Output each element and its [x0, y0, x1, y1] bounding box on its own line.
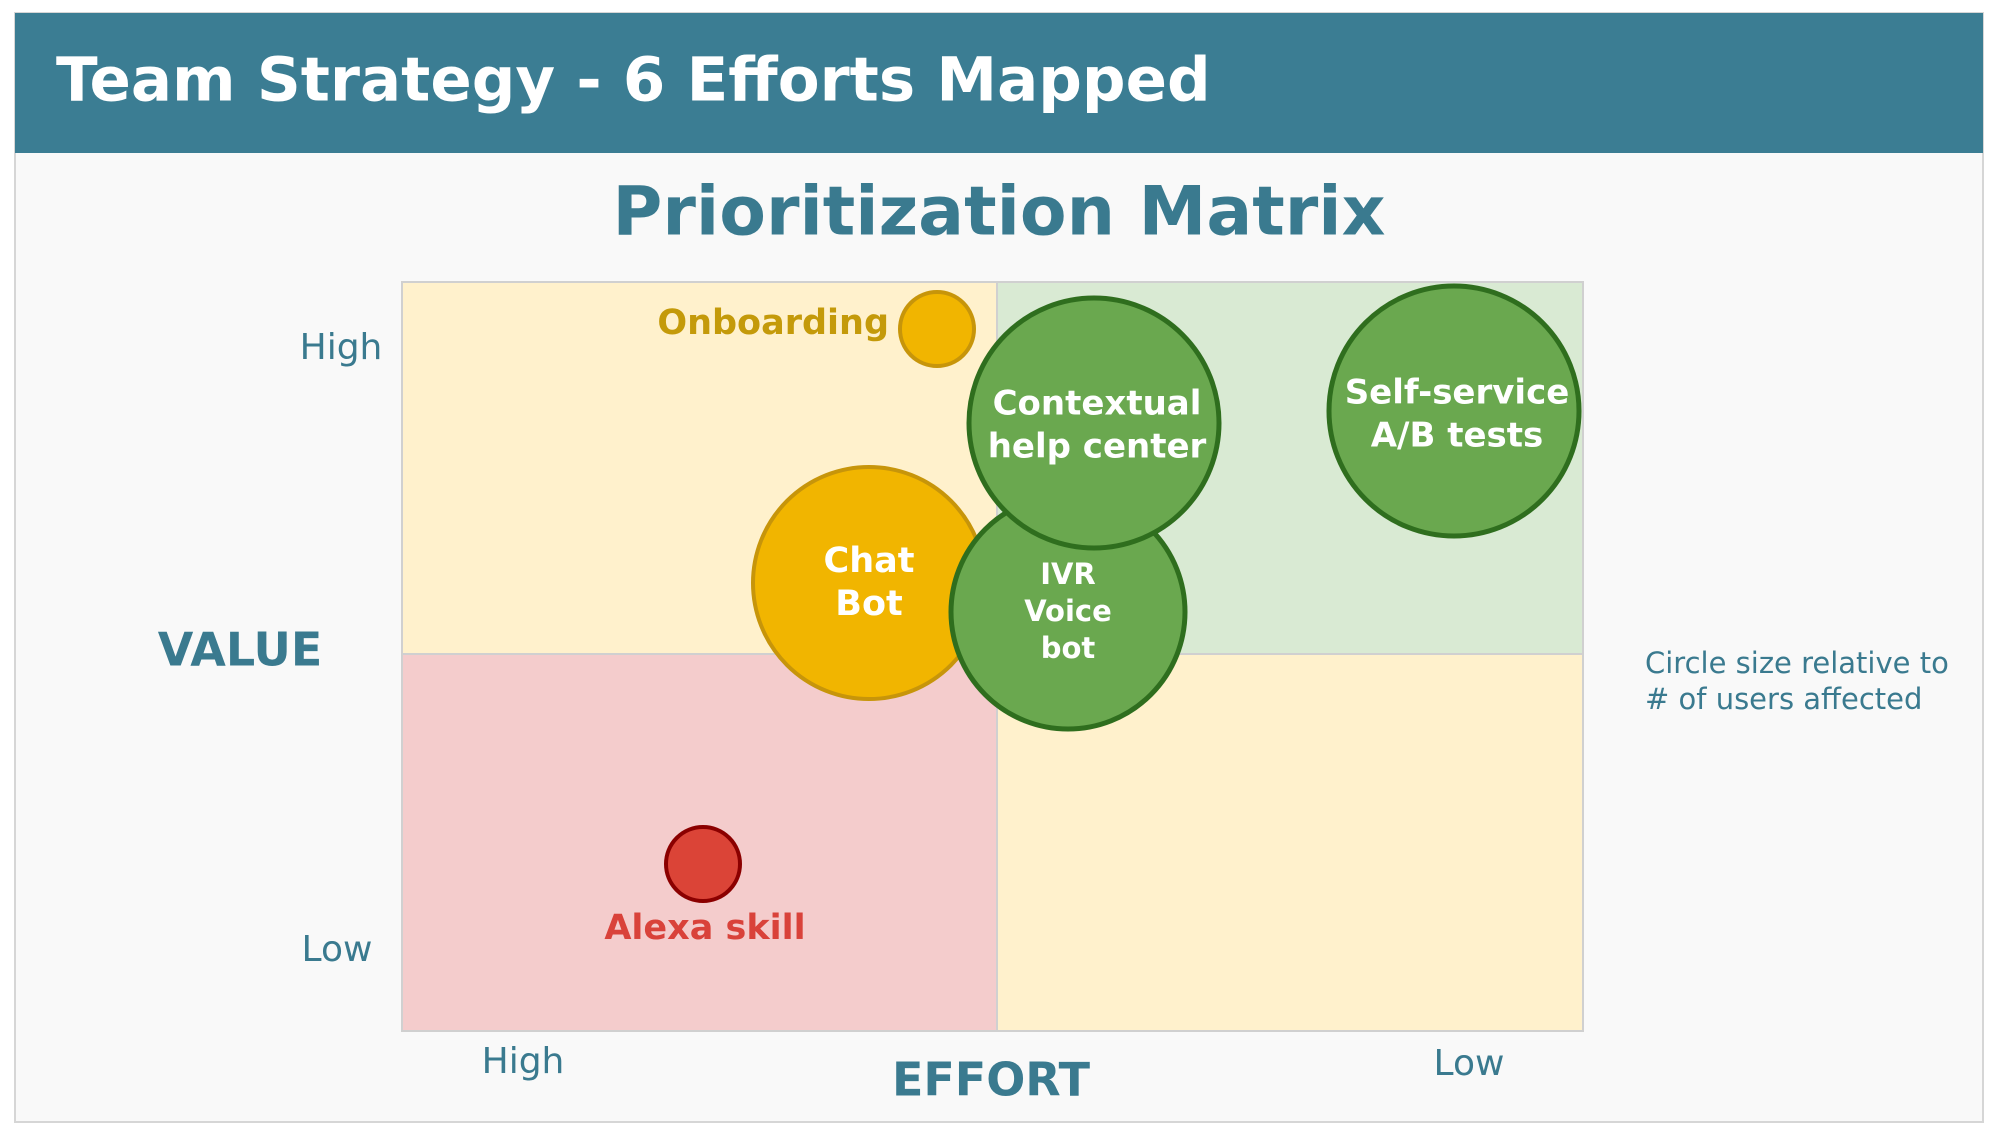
header-title: Team Strategy - 6 Efforts Mapped	[56, 45, 1211, 116]
header-bar	[15, 13, 1983, 153]
bubble-label: Bot	[835, 584, 902, 624]
y-high-label: High	[300, 327, 383, 368]
x-high-label: High	[482, 1041, 565, 1082]
bubble-label: Chat	[824, 541, 915, 581]
bubble-label: Self-service	[1345, 373, 1570, 413]
note-line: Circle size relative to	[1645, 646, 1949, 680]
y-axis-label: VALUE	[158, 623, 323, 677]
bubble	[1326, 283, 1582, 539]
bubble-label: Onboarding	[657, 303, 889, 343]
bubble-label: help center	[988, 427, 1207, 467]
bubble	[664, 825, 742, 903]
bubble-label: bot	[1041, 631, 1096, 665]
bubble-label: A/B tests	[1371, 416, 1544, 456]
y-low-label: Low	[302, 929, 373, 970]
bubble	[898, 290, 976, 368]
matrix-title: Prioritization Matrix	[613, 173, 1386, 252]
x-low-label: Low	[1434, 1043, 1505, 1084]
x-axis-label: EFFORT	[892, 1053, 1091, 1107]
bubble-label: Contextual	[993, 384, 1202, 424]
bubble-label: Voice	[1024, 594, 1112, 628]
bubble-label: IVR	[1040, 557, 1096, 591]
bubble	[751, 465, 987, 701]
note-line: # of users affected	[1645, 682, 1922, 716]
bubble-label: Alexa skill	[604, 908, 805, 948]
bubble	[966, 295, 1222, 551]
